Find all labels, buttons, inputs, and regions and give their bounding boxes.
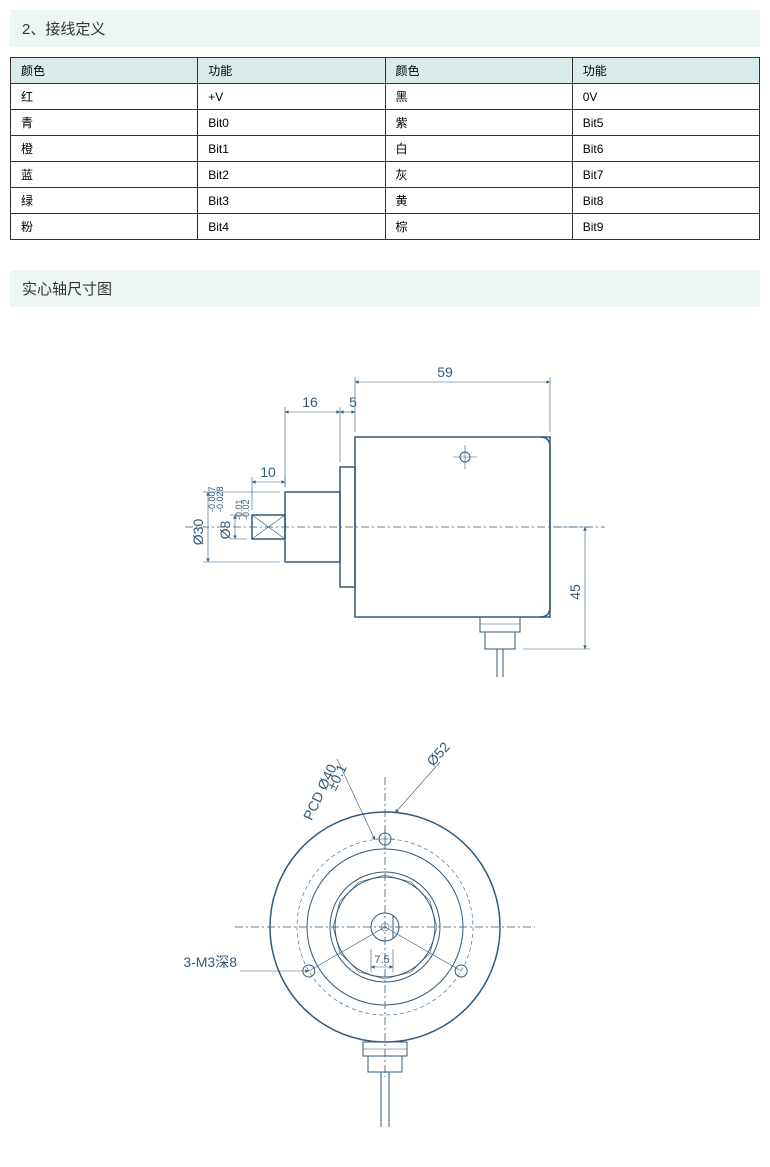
table-cell: Bit2 bbox=[198, 162, 385, 188]
dim-45: 45 bbox=[567, 584, 583, 600]
dim-dia30-tol2: -0.028 bbox=[215, 486, 225, 512]
table-cell: Bit5 bbox=[572, 110, 759, 136]
dim-dia30: Ø30 bbox=[190, 519, 206, 546]
table-header: 功能 bbox=[572, 58, 759, 84]
dim-16: 16 bbox=[302, 394, 318, 410]
dim-59: 59 bbox=[437, 364, 453, 380]
table-cell: Bit0 bbox=[198, 110, 385, 136]
dim-dia8-tol2: -0.02 bbox=[241, 499, 251, 520]
table-cell: 0V bbox=[572, 84, 759, 110]
table-cell: Bit8 bbox=[572, 188, 759, 214]
table-cell: Bit3 bbox=[198, 188, 385, 214]
table-cell: Bit9 bbox=[572, 214, 759, 240]
wiring-section-title: 2、接线定义 bbox=[10, 10, 760, 47]
table-cell: 白 bbox=[385, 136, 572, 162]
table-header: 颜色 bbox=[385, 58, 572, 84]
table-cell: 橙 bbox=[11, 136, 198, 162]
table-cell: 绿 bbox=[11, 188, 198, 214]
table-cell: +V bbox=[198, 84, 385, 110]
dim-10: 10 bbox=[260, 464, 276, 480]
table-cell: Bit1 bbox=[198, 136, 385, 162]
table-cell: 紫 bbox=[385, 110, 572, 136]
side-view-diagram: 59 16 5 10 45 Ø30 -0.007 -0.028 Ø8 -0.01… bbox=[10, 317, 760, 697]
table-cell: 黑 bbox=[385, 84, 572, 110]
table-cell: 棕 bbox=[385, 214, 572, 240]
dim-dia8: Ø8 bbox=[217, 520, 233, 539]
table-cell: 黄 bbox=[385, 188, 572, 214]
table-cell: 蓝 bbox=[11, 162, 198, 188]
table-cell: 青 bbox=[11, 110, 198, 136]
table-cell: 灰 bbox=[385, 162, 572, 188]
wiring-table: 颜色 功能 颜色 功能 红+V黑0V青Bit0紫Bit5橙Bit1白Bit6蓝B… bbox=[10, 57, 760, 240]
dimension-section-title: 实心轴尺寸图 bbox=[10, 270, 760, 307]
table-cell: Bit4 bbox=[198, 214, 385, 240]
table-header: 颜色 bbox=[11, 58, 198, 84]
table-cell: 粉 bbox=[11, 214, 198, 240]
table-cell: 红 bbox=[11, 84, 198, 110]
dim-7-5: 7.5 bbox=[374, 954, 389, 966]
table-header: 功能 bbox=[198, 58, 385, 84]
dim-mount: 3-M3深8 bbox=[183, 954, 237, 970]
table-cell: Bit6 bbox=[572, 136, 759, 162]
dim-dia52: Ø52 bbox=[423, 738, 453, 769]
table-cell: Bit7 bbox=[572, 162, 759, 188]
dim-5: 5 bbox=[349, 394, 357, 410]
front-view-diagram: Ø52 PCD Ø40 ±0.1 3-M3深8 7.5 bbox=[10, 697, 760, 1157]
